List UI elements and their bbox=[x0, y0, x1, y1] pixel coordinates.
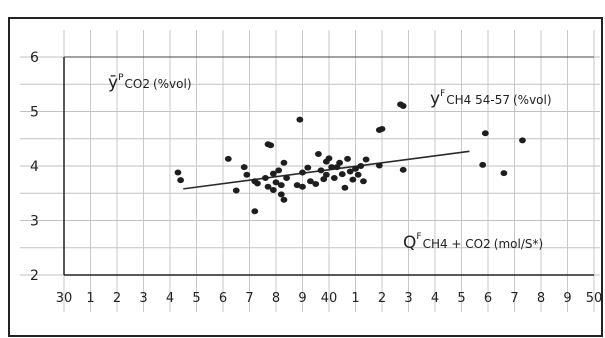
axes bbox=[63, 56, 594, 276]
data-point bbox=[224, 155, 232, 162]
x-tick-label: 9 bbox=[563, 291, 571, 306]
data-point bbox=[283, 174, 290, 181]
data-point bbox=[360, 178, 367, 185]
data-point bbox=[269, 170, 277, 177]
feed-methane-annotation: yFCH4 54-57 (%vol) bbox=[430, 89, 552, 109]
data-point bbox=[344, 155, 351, 162]
y-tick-label: 4 bbox=[30, 159, 39, 175]
y-tick-label: 6 bbox=[30, 50, 39, 66]
data-point bbox=[481, 130, 489, 137]
data-point bbox=[328, 164, 336, 171]
y-axis-label: ȳPCO2 (%vol) bbox=[108, 73, 192, 93]
tick-labels: 2 3 4 5 6 30 1 2 3 4 5 6 7 8 9 40 1 2 3 4 5 6 7 8 9 50 bbox=[30, 50, 602, 306]
data-point bbox=[352, 165, 359, 172]
data-point bbox=[264, 183, 272, 190]
data-point bbox=[399, 166, 407, 173]
data-point bbox=[280, 159, 288, 166]
data-point bbox=[299, 183, 306, 190]
data-point bbox=[362, 156, 370, 163]
data-point bbox=[251, 208, 259, 215]
y-tick-label: 5 bbox=[30, 105, 39, 121]
x-axis-label: QFCH4 + CO2 (mol/S*) bbox=[403, 232, 543, 253]
x-tick-label: 2 bbox=[113, 291, 121, 306]
y-tick-label: 3 bbox=[30, 214, 39, 230]
data-point bbox=[312, 180, 320, 187]
data-point bbox=[174, 169, 182, 176]
x-tick-label: 4 bbox=[166, 291, 174, 306]
outer-border bbox=[8, 17, 603, 337]
data-points bbox=[174, 101, 526, 215]
data-point bbox=[399, 103, 407, 110]
trend-line bbox=[183, 150, 470, 190]
data-point bbox=[378, 125, 386, 132]
data-point bbox=[293, 182, 301, 189]
x-tick-label: 30 bbox=[56, 291, 73, 306]
data-point bbox=[519, 137, 526, 144]
data-point bbox=[267, 142, 275, 149]
data-point bbox=[479, 161, 487, 168]
x-tick-label: 5 bbox=[192, 291, 200, 306]
x-tick-label: 4 bbox=[431, 291, 439, 306]
data-point bbox=[275, 167, 283, 174]
data-point bbox=[375, 162, 383, 169]
grid bbox=[20, 30, 600, 312]
x-tick-label: 1 bbox=[86, 291, 94, 306]
data-point bbox=[232, 187, 240, 194]
data-point bbox=[349, 176, 357, 183]
x-tick-label: 6 bbox=[484, 291, 492, 306]
y-tick-label: 2 bbox=[30, 268, 39, 284]
data-point bbox=[299, 169, 306, 176]
data-point bbox=[254, 180, 261, 187]
x-tick-label: 50 bbox=[586, 291, 603, 306]
x-tick-label: 2 bbox=[378, 291, 386, 306]
data-point bbox=[346, 168, 354, 175]
x-tick-label: 40 bbox=[321, 291, 338, 306]
x-tick-label: 6 bbox=[219, 291, 227, 306]
data-point bbox=[272, 179, 280, 186]
x-tick-label: 8 bbox=[272, 291, 280, 306]
data-point bbox=[341, 184, 349, 191]
data-point bbox=[354, 171, 362, 178]
x-tick-label: 9 bbox=[298, 291, 306, 306]
x-tick-label: 5 bbox=[457, 291, 465, 306]
data-point bbox=[277, 191, 285, 198]
data-point bbox=[277, 182, 285, 189]
x-tick-label: 3 bbox=[404, 291, 412, 306]
data-point bbox=[330, 174, 338, 181]
data-point bbox=[307, 178, 314, 185]
data-point bbox=[336, 159, 343, 166]
data-point bbox=[177, 177, 185, 184]
data-point bbox=[296, 116, 304, 123]
data-point bbox=[315, 151, 322, 158]
x-tick-label: 1 bbox=[351, 291, 359, 306]
data-point bbox=[243, 171, 251, 178]
data-point bbox=[322, 171, 330, 178]
data-point bbox=[325, 155, 333, 162]
fit-line-group bbox=[183, 150, 470, 190]
data-point bbox=[304, 164, 312, 171]
data-point bbox=[269, 186, 277, 193]
data-point bbox=[317, 167, 325, 174]
data-point bbox=[240, 164, 248, 171]
x-tick-label: 7 bbox=[510, 291, 518, 306]
x-tick-label: 3 bbox=[139, 291, 147, 306]
data-point bbox=[338, 171, 346, 178]
x-tick-label: 7 bbox=[245, 291, 253, 306]
data-point bbox=[500, 170, 508, 177]
x-tick-label: 8 bbox=[537, 291, 545, 306]
data-point bbox=[280, 196, 288, 203]
data-point bbox=[357, 163, 365, 169]
data-point bbox=[262, 174, 269, 181]
